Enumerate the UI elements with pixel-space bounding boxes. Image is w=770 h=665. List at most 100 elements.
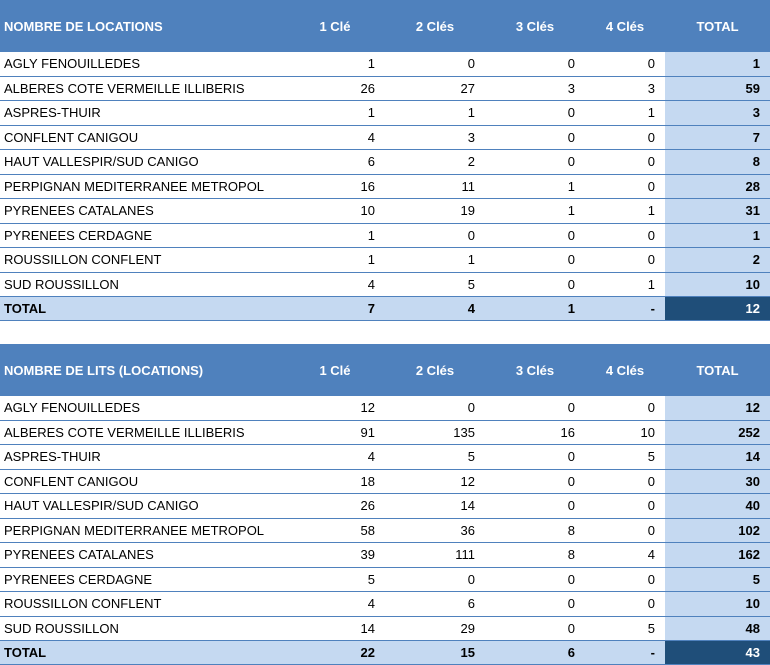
value-cell: 1 <box>285 247 385 273</box>
value-cell: 1 <box>285 100 385 126</box>
value-cell: 8 <box>485 542 585 568</box>
value-cell: 0 <box>585 591 665 617</box>
header-cell: 4 Clés <box>585 0 665 52</box>
header-cell: 2 Clés <box>385 0 485 52</box>
header-cell: 2 Clés <box>385 344 485 396</box>
value-cell: 5 <box>585 616 665 641</box>
header-row: NOMBRE DE LOCATIONS 1 Clé 2 Clés 3 Clés 4 Cl… <box>0 0 770 52</box>
value-cell: 0 <box>485 223 585 248</box>
row-label: CONFLENT CANIGOU <box>0 469 285 494</box>
data-row: AGLY FENOUILLEDES 1 0 0 0 1 <box>0 52 770 77</box>
row-label: AGLY FENOUILLEDES <box>0 52 285 77</box>
total-row: TOTAL 7 4 1-12 <box>0 296 770 321</box>
data-row: CONFLENT CANIGOU 18 12 0 0 30 <box>0 469 770 494</box>
data-row: ALBERES COTE VERMEILLE ILLIBERIS 91 135 16 1… <box>0 420 770 445</box>
value-cell: 5 <box>585 444 665 470</box>
value-cell: 4 <box>585 542 665 568</box>
value-cell: 26 <box>285 76 385 101</box>
value-cell: 1 <box>585 272 665 297</box>
data-row: ROUSSILLON CONFLENT 4 6 0 0 10 <box>0 591 770 617</box>
value-cell: 1 <box>665 52 770 77</box>
header-cell: 1 Clé <box>285 344 385 396</box>
data-row: PERPIGNAN MEDITERRANEE METROPOL 16 11 1 0 28 <box>0 174 770 199</box>
row-label: HAUT VALLESPIR/SUD CANIGO <box>0 493 285 519</box>
row-label: CONFLENT CANIGOU <box>0 125 285 150</box>
header-cell: 1 Clé <box>285 0 385 52</box>
value-cell: 8 <box>665 149 770 175</box>
value-cell: 0 <box>385 396 485 421</box>
header-cell: TOTAL <box>665 0 770 52</box>
row-label: PYRENEES CATALANES <box>0 198 285 224</box>
row-label: AGLY FENOUILLEDES <box>0 396 285 421</box>
value-cell: 1 <box>285 223 385 248</box>
value-cell: 27 <box>385 76 485 101</box>
value-cell: 2 <box>385 149 485 175</box>
value-cell: 162 <box>665 542 770 568</box>
data-row: PYRENEES CATALANES 39 111 8 4 162 <box>0 542 770 568</box>
value-cell: 0 <box>485 469 585 494</box>
data-row: ASPRES-THUIR 1 1 0 1 3 <box>0 100 770 126</box>
value-cell: 0 <box>585 247 665 273</box>
value-cell: 39 <box>285 542 385 568</box>
value-cell: 5 <box>285 567 385 592</box>
value-cell: 0 <box>485 100 585 126</box>
value-cell: 3 <box>385 125 485 150</box>
value-cell: 111 <box>385 542 485 568</box>
total-cell: 43 <box>665 640 770 665</box>
header-row: NOMBRE DE LITS (LOCATIONS) 1 Clé 2 Clés 3 C… <box>0 344 770 396</box>
data-row: ALBERES COTE VERMEILLE ILLIBERIS 26 27 3 3 59 <box>0 76 770 101</box>
value-cell: 16 <box>485 420 585 445</box>
value-cell: 10 <box>665 272 770 297</box>
total-cell: - <box>585 640 665 665</box>
value-cell: 14 <box>665 444 770 470</box>
data-row: CONFLENT CANIGOU 4 3 0 0 7 <box>0 125 770 150</box>
value-cell: 0 <box>485 396 585 421</box>
value-cell: 31 <box>665 198 770 224</box>
value-cell: 0 <box>485 52 585 77</box>
value-cell: 19 <box>385 198 485 224</box>
value-cell: 0 <box>585 518 665 543</box>
header-cell: 3 Clés <box>485 344 585 396</box>
data-row: PERPIGNAN MEDITERRANEE METROPOL 58 36 8 0 102 <box>0 518 770 543</box>
data-table: NOMBRE DE LITS (LOCATIONS) 1 Clé 2 Clés 3 C… <box>0 344 770 665</box>
value-cell: 252 <box>665 420 770 445</box>
data-row: ASPRES-THUIR 4 5 0 5 14 <box>0 444 770 470</box>
row-label: PYRENEES CERDAGNE <box>0 223 285 248</box>
row-label: PYRENEES CATALANES <box>0 542 285 568</box>
value-cell: 6 <box>385 591 485 617</box>
data-row: HAUT VALLESPIR/SUD CANIGO 26 14 0 0 40 <box>0 493 770 519</box>
value-cell: 58 <box>285 518 385 543</box>
value-cell: 7 <box>665 125 770 150</box>
total-row: TOTAL 22 15 6-43 <box>0 640 770 665</box>
value-cell: 6 <box>285 149 385 175</box>
data-row: PYRENEES CERDAGNE 1 0 0 0 1 <box>0 223 770 248</box>
value-cell: 5 <box>385 272 485 297</box>
value-cell: 0 <box>585 174 665 199</box>
value-cell: 14 <box>285 616 385 641</box>
value-cell: 0 <box>485 591 585 617</box>
row-label: ROUSSILLON CONFLENT <box>0 247 285 273</box>
value-cell: 0 <box>585 493 665 519</box>
value-cell: 3 <box>485 76 585 101</box>
value-cell: 0 <box>485 272 585 297</box>
value-cell: 91 <box>285 420 385 445</box>
data-row: SUD ROUSSILLON 14 29 0 5 48 <box>0 616 770 641</box>
value-cell: 29 <box>385 616 485 641</box>
row-label: PERPIGNAN MEDITERRANEE METROPOL <box>0 518 285 543</box>
row-label: ALBERES COTE VERMEILLE ILLIBERIS <box>0 76 285 101</box>
total-cell: 12 <box>665 296 770 321</box>
value-cell: 1 <box>385 247 485 273</box>
value-cell: 5 <box>385 444 485 470</box>
value-cell: 3 <box>585 76 665 101</box>
value-cell: 12 <box>385 469 485 494</box>
row-label: HAUT VALLESPIR/SUD CANIGO <box>0 149 285 175</box>
value-cell: 12 <box>285 396 385 421</box>
value-cell: 3 <box>665 100 770 126</box>
value-cell: 16 <box>285 174 385 199</box>
value-cell: 0 <box>585 149 665 175</box>
value-cell: 0 <box>485 125 585 150</box>
data-table: NOMBRE DE LOCATIONS 1 Clé 2 Clés 3 Clés 4 Cl… <box>0 0 770 321</box>
value-cell: 0 <box>385 52 485 77</box>
